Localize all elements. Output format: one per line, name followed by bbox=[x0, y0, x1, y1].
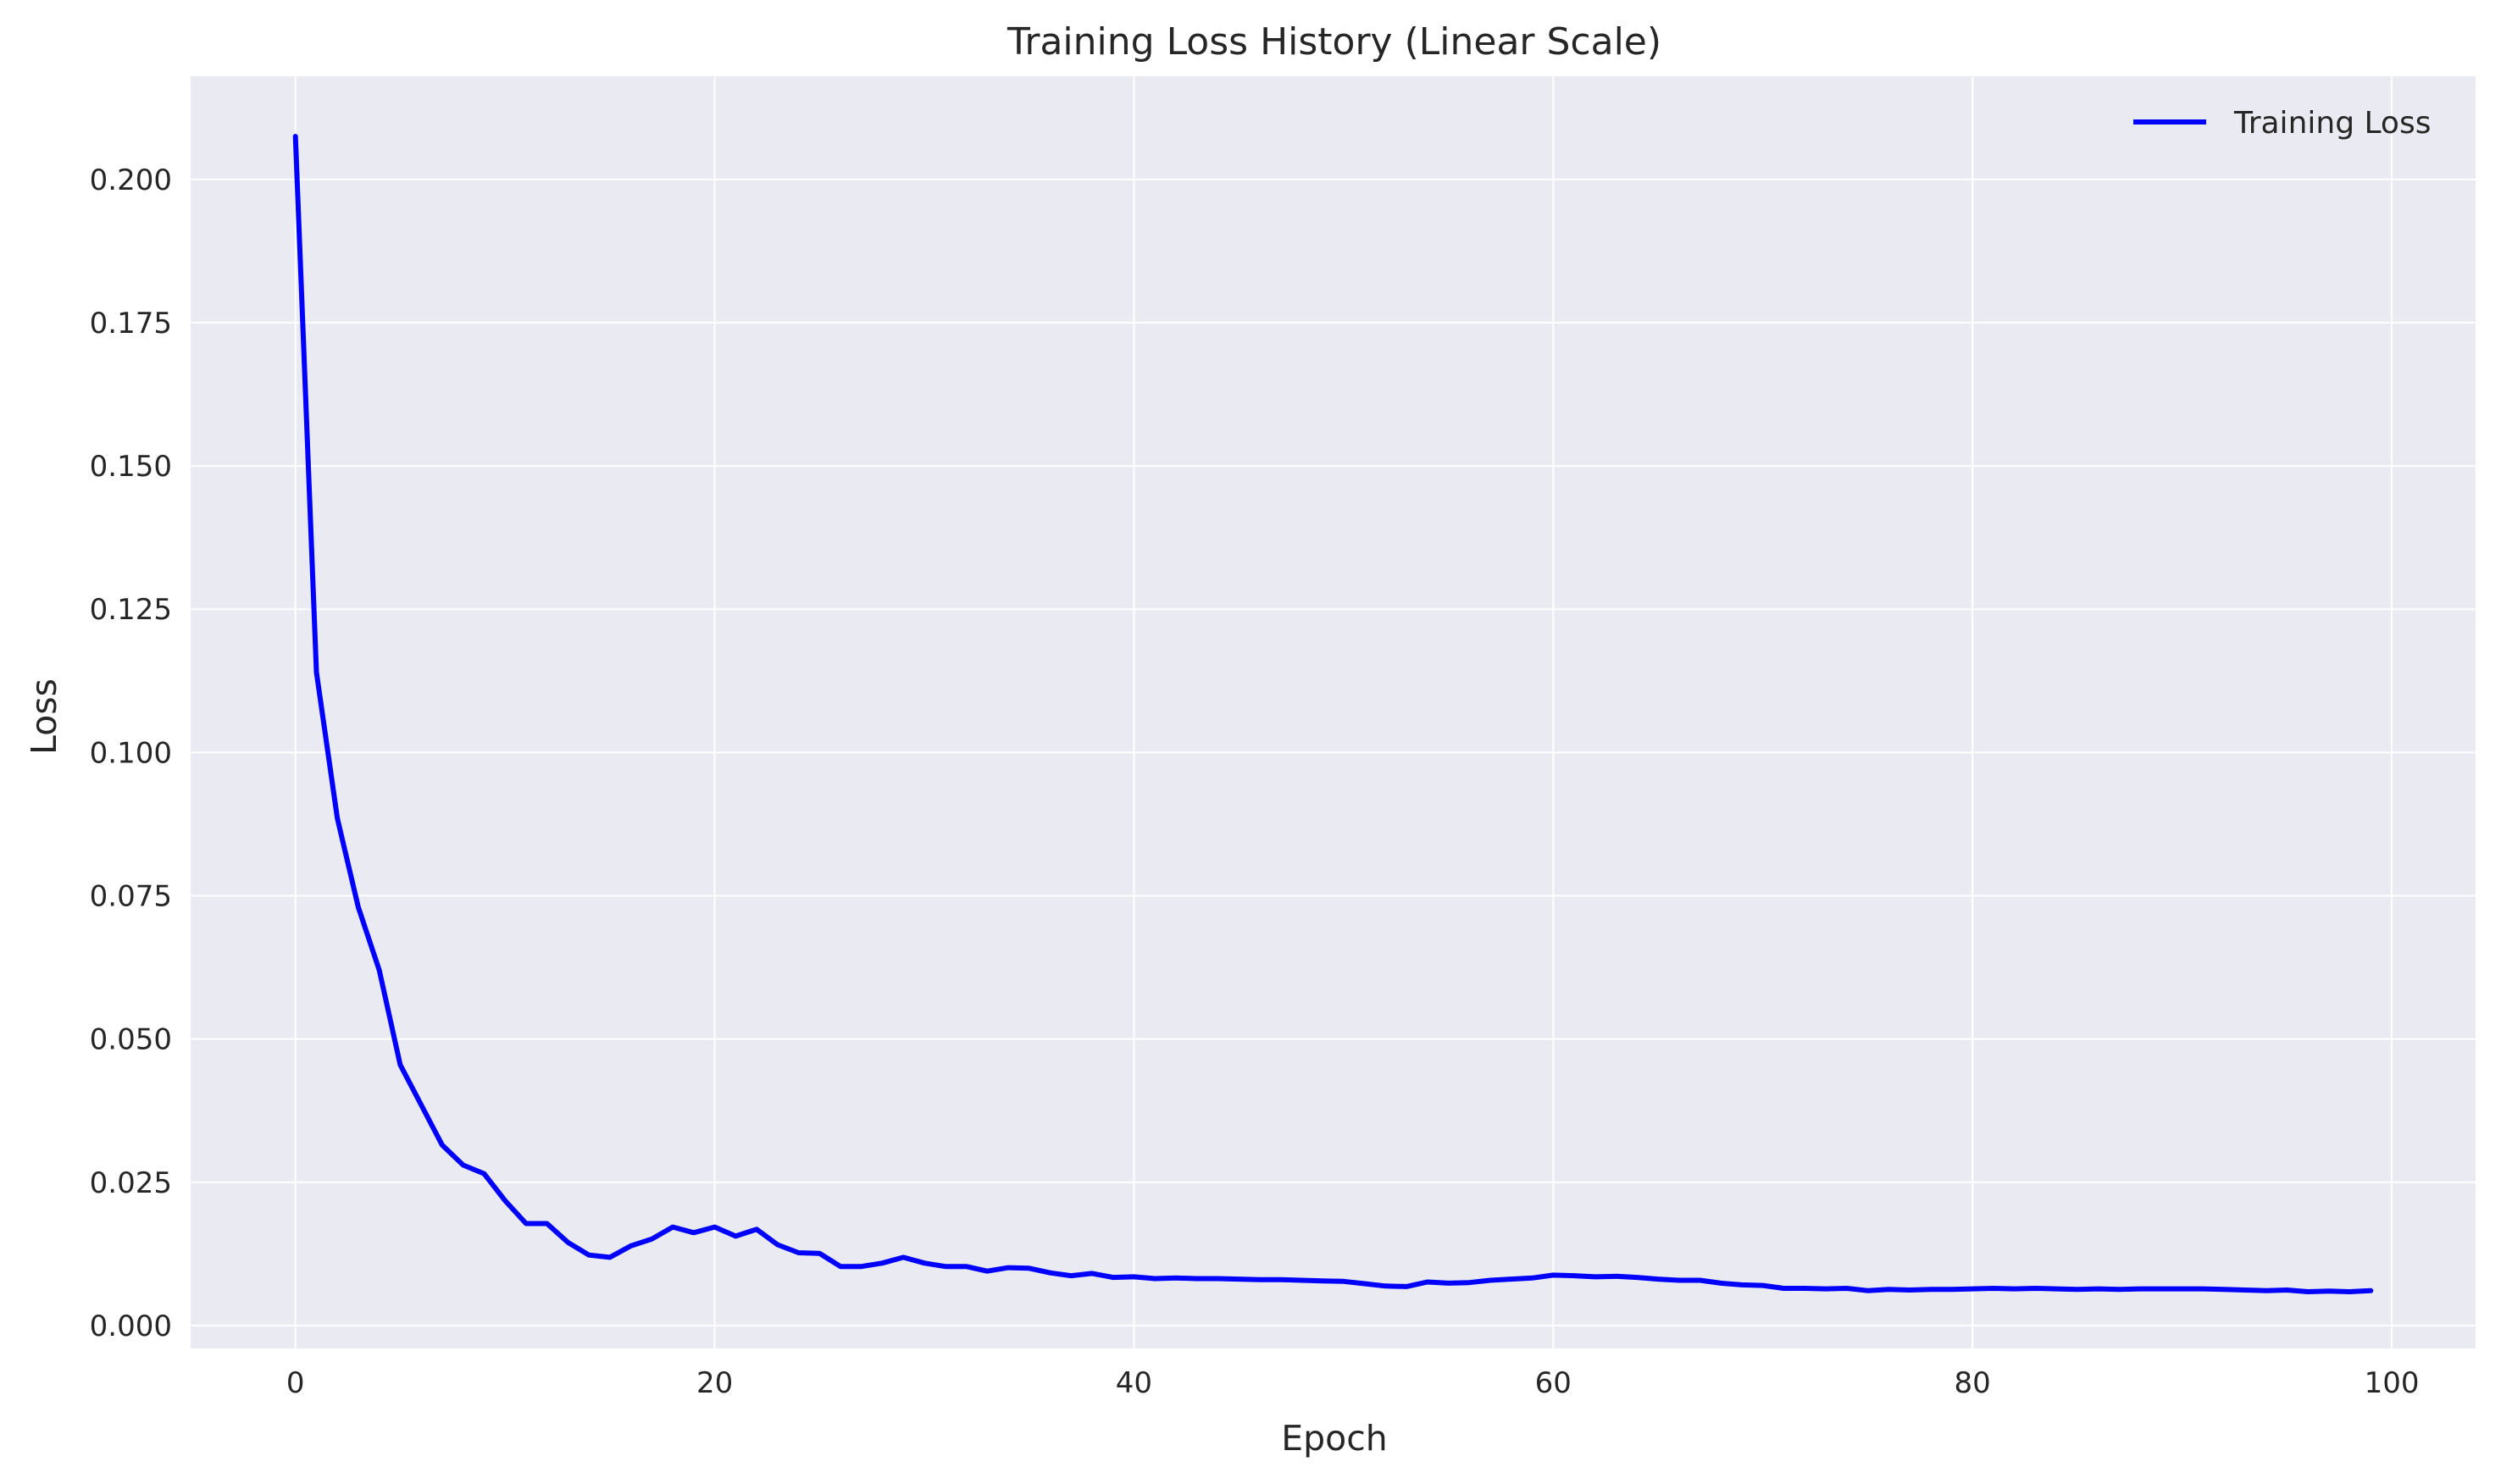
legend-label-training-loss: Training Loss bbox=[2233, 106, 2431, 141]
y-tick-label: 0.125 bbox=[90, 593, 172, 627]
plot-area bbox=[191, 76, 2476, 1348]
x-tick-label: 60 bbox=[1535, 1366, 1572, 1400]
y-tick-label: 0.075 bbox=[90, 880, 172, 914]
x-tick-label: 100 bbox=[2365, 1366, 2420, 1400]
y-tick-label: 0.050 bbox=[90, 1023, 172, 1057]
x-axis-label: Epoch bbox=[1281, 1418, 1388, 1459]
x-tick-label: 20 bbox=[696, 1366, 733, 1400]
y-tick-label: 0.000 bbox=[90, 1310, 172, 1343]
y-tick-label: 0.175 bbox=[90, 307, 172, 341]
legend: Training Loss bbox=[2133, 106, 2431, 141]
x-tick-label: 80 bbox=[1955, 1366, 1991, 1400]
series-line-training-loss bbox=[292, 134, 2374, 1294]
y-tick-label: 0.150 bbox=[90, 450, 172, 484]
x-axis-ticks: 0 20 40 60 80 100 bbox=[286, 1366, 2420, 1400]
y-axis-ticks: 0.000 0.025 0.050 0.075 0.100 0.125 0.150 0.175… bbox=[90, 163, 172, 1343]
y-tick-label: 0.025 bbox=[90, 1166, 172, 1200]
y-tick-label: 0.200 bbox=[90, 163, 172, 197]
y-axis-label: Loss bbox=[24, 678, 64, 755]
grid bbox=[191, 76, 2476, 1348]
x-tick-label: 0 bbox=[286, 1366, 305, 1400]
y-tick-label: 0.100 bbox=[90, 736, 172, 770]
chart-title: Training Loss History (Linear Scale) bbox=[1006, 20, 1661, 64]
x-tick-label: 40 bbox=[1116, 1366, 1152, 1400]
series-layer bbox=[292, 134, 2374, 1294]
